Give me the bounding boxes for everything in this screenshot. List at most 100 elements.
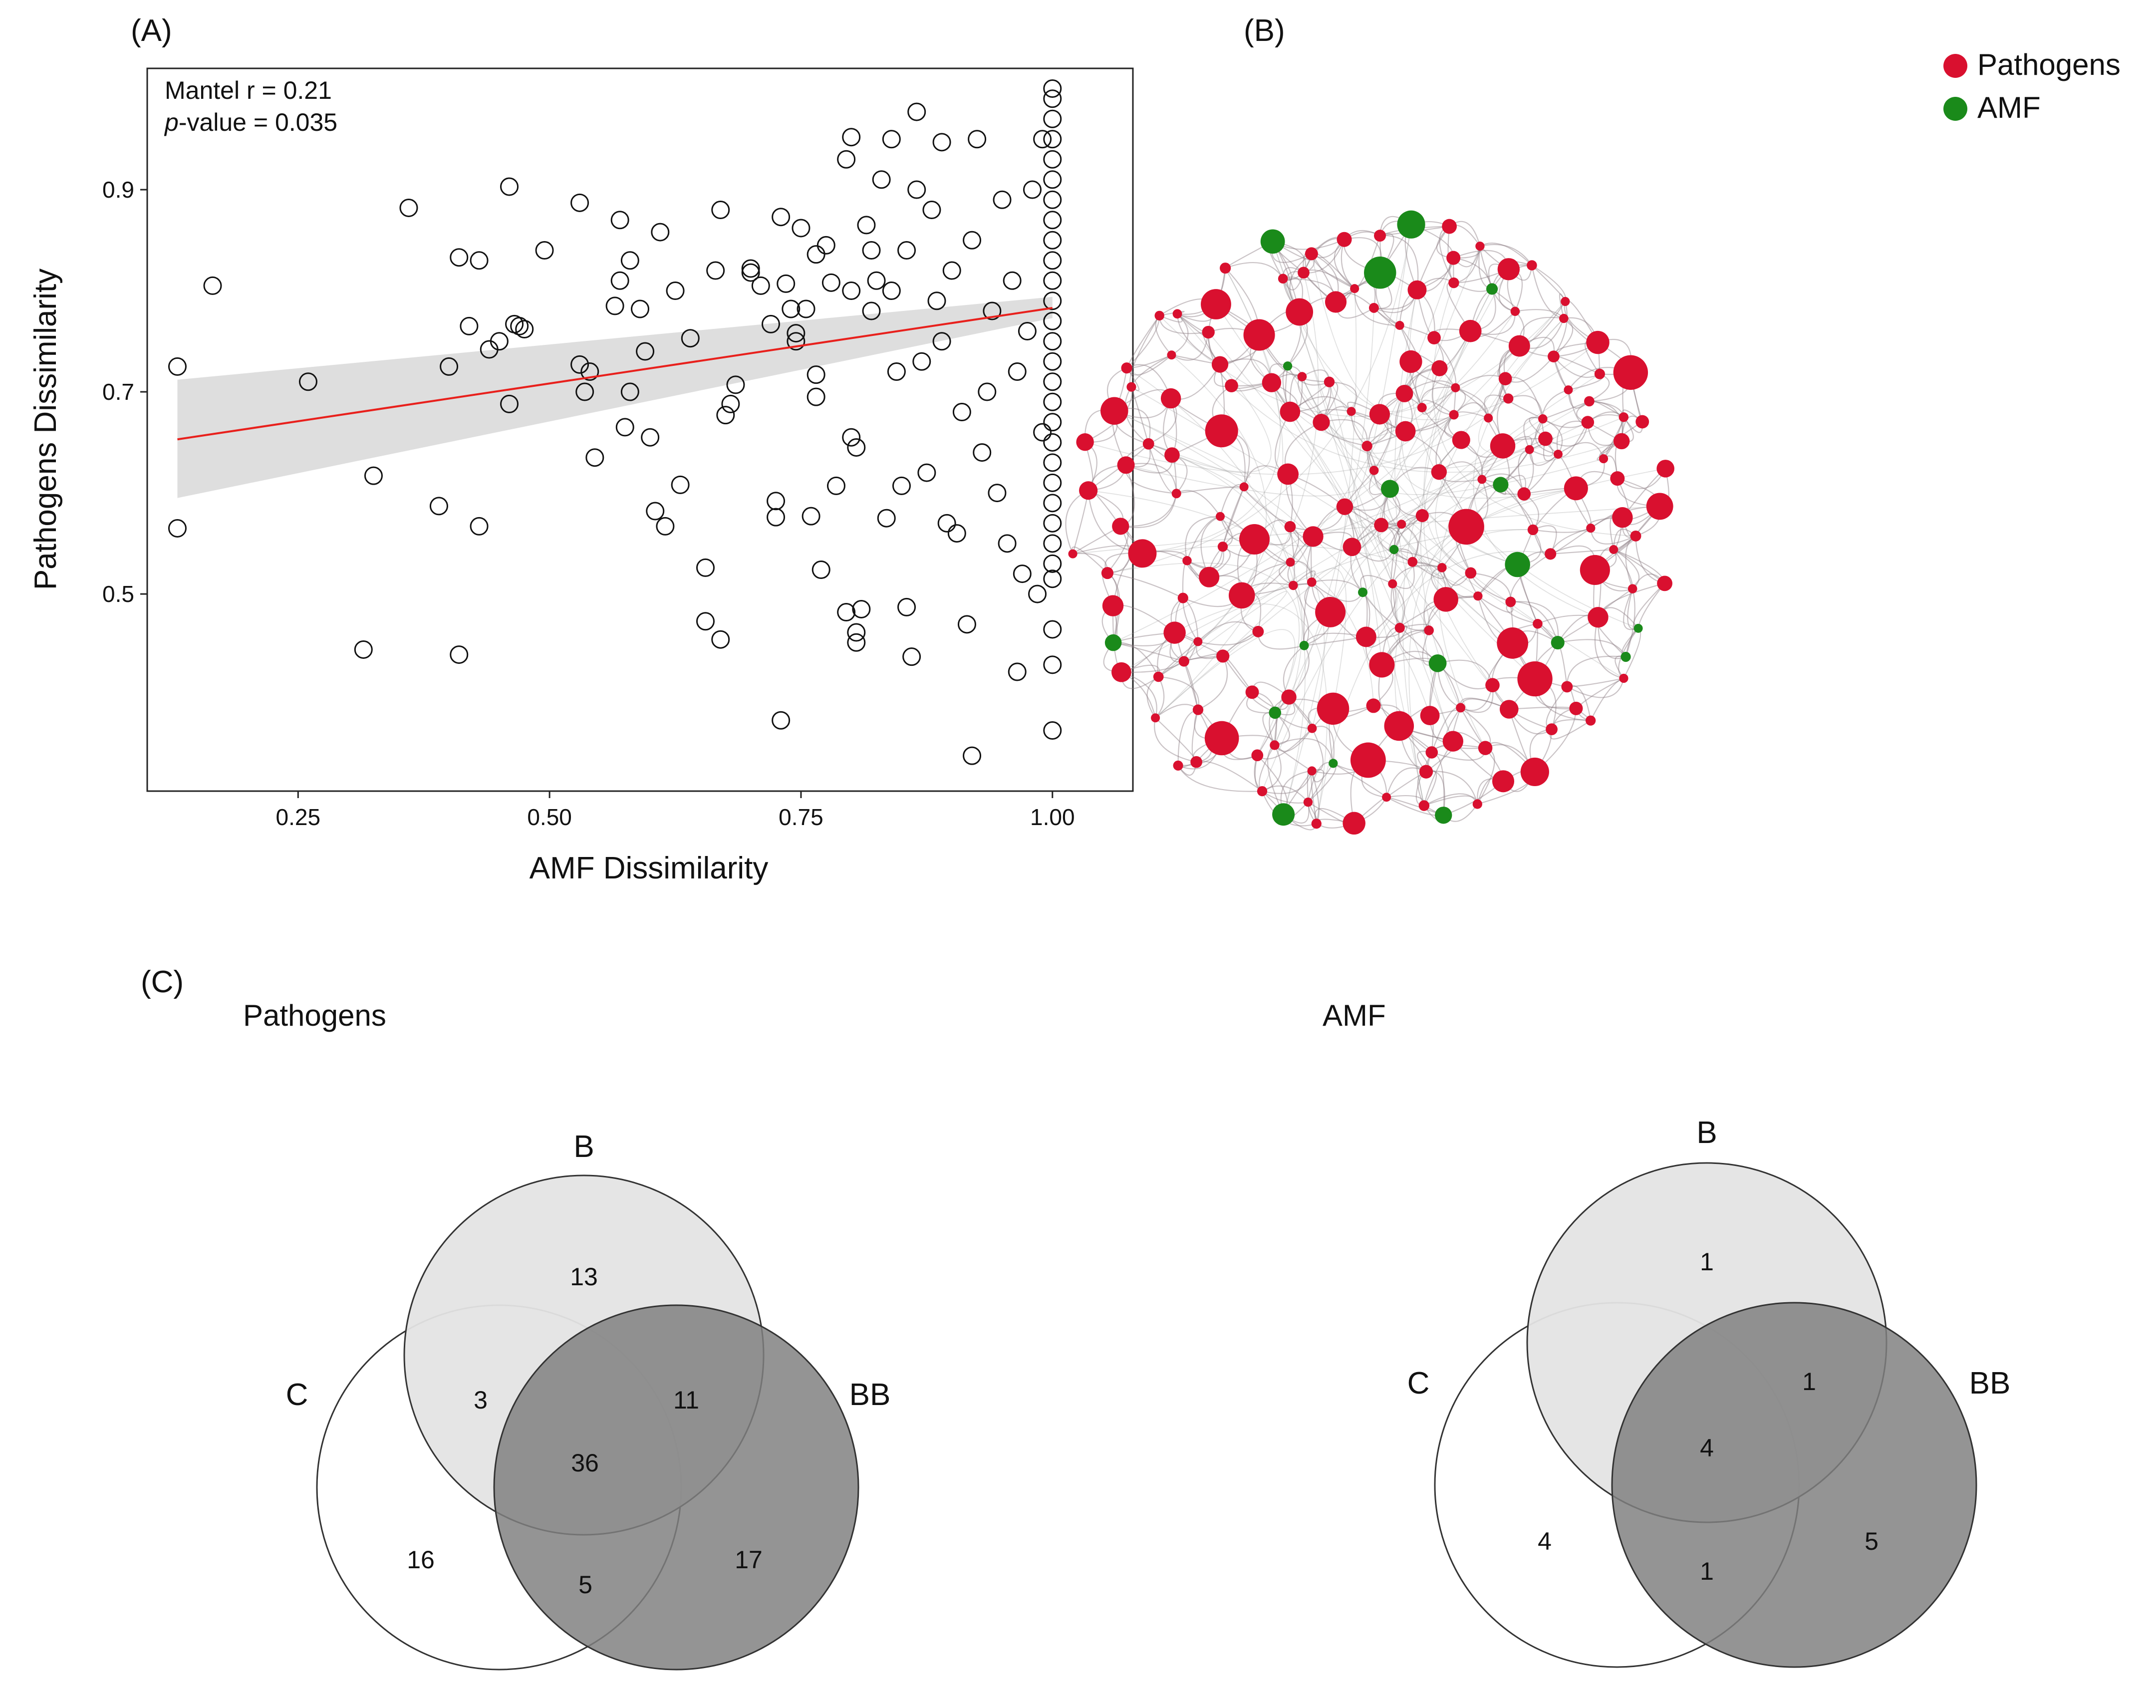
network-edge (1590, 528, 1636, 545)
scatter-point (656, 517, 675, 536)
pathogen-node (1374, 230, 1386, 242)
network-edge (1542, 418, 1588, 428)
venn-amf-label-bb: BB (1969, 1366, 2011, 1401)
network-edge (1589, 400, 1623, 442)
pathogen-node (1216, 512, 1225, 521)
scatter-point (772, 711, 791, 730)
scatter-point (907, 180, 926, 199)
scatter-point (1043, 211, 1062, 230)
scatter-point (515, 319, 534, 338)
network-edge (1182, 560, 1188, 598)
scatter-point (440, 357, 459, 376)
pathogen-node (1646, 493, 1673, 520)
venn-pathogens-label-b: B (573, 1130, 594, 1164)
pathogen-node (1484, 413, 1493, 423)
network-edge (1311, 568, 1347, 709)
scatter-point (912, 352, 931, 371)
pathogen-node (1173, 760, 1183, 771)
scatter-point (897, 597, 916, 616)
pathogen-node (1171, 489, 1181, 499)
network-edge (1293, 570, 1316, 586)
pathogen-node (1475, 242, 1485, 251)
scatter-point (826, 476, 845, 495)
trend-line (177, 306, 1053, 441)
network-edge (1423, 793, 1478, 807)
network-edge (1543, 400, 1590, 420)
scatter-point (470, 251, 489, 270)
pathogen-node (1630, 530, 1641, 542)
network-edge (1198, 655, 1228, 711)
scatter-point (1043, 170, 1062, 189)
pathogen-node (1117, 456, 1135, 474)
pathogen-node (1657, 575, 1672, 591)
scatter-point (1008, 662, 1027, 681)
scatter-point (968, 130, 987, 149)
network-edge (1287, 365, 1330, 386)
pathogen-node (1102, 595, 1124, 616)
scatter-point (942, 261, 961, 280)
network-edge (1394, 488, 1576, 726)
network-edge (1533, 525, 1557, 555)
network-edge (1386, 488, 1513, 644)
pathogen-node (1284, 521, 1296, 533)
network-edge (1410, 414, 1454, 470)
scatter-point (741, 259, 760, 278)
x-tick-label: 0.25 (276, 804, 321, 830)
pathogen-node (1216, 649, 1230, 663)
network-edge (1171, 332, 1209, 361)
pathogen-node (1609, 545, 1618, 554)
scatter-point (203, 276, 222, 295)
network-edge (1158, 354, 1267, 677)
scatter-point (706, 261, 725, 280)
pathogen-node (1485, 678, 1500, 693)
pathogen-node (1538, 414, 1548, 424)
scatter-point (988, 484, 1007, 503)
network-edge (1172, 454, 1325, 729)
venn-pathogens-bb-only: 17 (735, 1546, 763, 1574)
pathogen-node (1588, 606, 1609, 628)
network-edge (1373, 458, 1604, 495)
network-edge (1438, 461, 1483, 480)
scatter-point (877, 509, 896, 528)
network-edge (1073, 506, 1660, 555)
scatter-point (787, 324, 806, 343)
network-edge (1154, 718, 1197, 763)
network-edge (1274, 712, 1290, 746)
venn-amf-label-c: C (1407, 1366, 1430, 1401)
pathogen-node (1446, 251, 1461, 265)
network-edge (1231, 385, 1622, 473)
pathogen-node (1388, 579, 1397, 588)
pathogen-node (1100, 397, 1128, 425)
pathogen-node (1452, 431, 1470, 449)
network-edge (1252, 691, 1277, 746)
scatter-point (1018, 322, 1037, 341)
pathogen-node (1407, 280, 1427, 299)
scatter-point (867, 271, 886, 290)
network-edge (1529, 417, 1546, 439)
pathogen-node (1164, 447, 1180, 463)
network-edge (1480, 244, 1533, 266)
amf-node (1551, 635, 1565, 650)
network-edge (1176, 490, 1221, 517)
legend-amf-label: AMF (1977, 91, 2041, 124)
pathogen-node (1395, 320, 1404, 330)
amf-node (1329, 759, 1338, 768)
network-edge (1623, 588, 1638, 630)
scatter-point (887, 362, 906, 381)
pathogen-node (1239, 482, 1249, 492)
network-edge (1288, 645, 1310, 698)
network-edge (1130, 386, 1149, 444)
network-edge (1262, 484, 1501, 792)
scatter-point (862, 241, 881, 260)
pathogen-node (1448, 277, 1459, 288)
scatter-point (620, 251, 639, 270)
pathogen-node (1154, 310, 1164, 321)
scatter-point (802, 507, 820, 526)
scatter-point (777, 274, 796, 293)
scatter-point (787, 332, 806, 351)
network-edge (1185, 516, 1221, 561)
pathogen-node (1286, 558, 1295, 567)
scatter-point (907, 102, 926, 121)
pathogen-node (1305, 247, 1318, 261)
network-edge (1271, 311, 1516, 440)
